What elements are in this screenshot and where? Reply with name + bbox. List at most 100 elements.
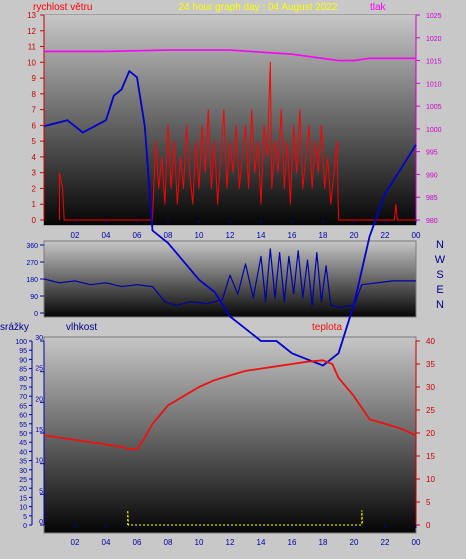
humidity-x-tick-label: 14 xyxy=(257,538,266,547)
direction-y-tick-label: 0 xyxy=(34,311,38,318)
wind-y-tick-label: 9 xyxy=(32,74,37,83)
humidity-axis-label: vlhkost xyxy=(66,322,97,333)
wind-x-tick-label: 18 xyxy=(319,231,328,240)
wind-x-tick-label: 16 xyxy=(288,231,297,240)
wind-x-tick-label: 08 xyxy=(164,231,173,240)
rain-y-tick-label: 15 xyxy=(19,495,27,502)
humidity-x-tick-label: 04 xyxy=(102,538,111,547)
direction-y-tick-label: 90 xyxy=(30,294,38,301)
temperature-y-tick-label: 25 xyxy=(426,406,435,415)
pressure-y-tick-label: 1015 xyxy=(426,59,442,66)
rain-y-tick-label: 20 xyxy=(19,486,27,493)
humidity-x-tick-label: 12 xyxy=(226,538,235,547)
humidity-x-tick-label: 08 xyxy=(164,538,173,547)
rain-y-tick-label: 5 xyxy=(23,514,27,521)
rain-y-tick-label: 70 xyxy=(19,394,27,401)
rain-y-tick-label: 30 xyxy=(19,468,27,475)
wind-x-tick-label: 12 xyxy=(226,231,235,240)
wind-x-tick-label: 04 xyxy=(102,231,111,240)
rain-y-tick-label: 0 xyxy=(23,523,27,530)
rain-y-tick-label: 95 xyxy=(19,348,27,355)
humidity-x-tick-label: 22 xyxy=(381,538,390,547)
temperature-series xyxy=(43,359,417,450)
humidity-x-tick-label: 10 xyxy=(195,538,204,547)
chart-title: 24 hour graph day : 04 August 2022 xyxy=(178,2,337,13)
compass-label: W xyxy=(435,254,446,266)
wind-x-tick-label: 10 xyxy=(195,231,204,240)
wind-y-tick-label: 7 xyxy=(32,106,37,115)
rain-y-tick-label: 10 xyxy=(19,505,27,512)
wind-y-tick-label: 0 xyxy=(32,216,37,225)
rain-y-tick-label: 55 xyxy=(19,422,27,429)
wind-y-tick-label: 3 xyxy=(32,169,37,178)
wind-axis-label: rychlost větru xyxy=(33,2,92,13)
wind-y-tick-label: 10 xyxy=(27,58,36,67)
rain-y-tick-label: 60 xyxy=(19,413,27,420)
temperature-axis-label: teplota xyxy=(312,322,342,333)
pressure-y-tick-label: 1025 xyxy=(426,13,442,20)
temperature-y-tick-label: 10 xyxy=(426,475,435,484)
compass-label: N xyxy=(436,299,444,311)
rain-y-tick-label: 25 xyxy=(19,477,27,484)
pressure-series xyxy=(44,49,416,62)
humidity-x-tick-label: 16 xyxy=(288,538,297,547)
wind-x-tick-label: 22 xyxy=(381,231,390,240)
direction-y-tick-label: 270 xyxy=(26,260,38,267)
wind-y-tick-label: 8 xyxy=(32,90,37,99)
wind-x-tick-label: 00 xyxy=(412,231,421,240)
humidity-y-tick-label: 25 xyxy=(35,366,43,373)
humidity-y-tick-label: 0 xyxy=(39,519,43,526)
temperature-y-tick-label: 30 xyxy=(426,383,435,392)
wind-y-tick-label: 4 xyxy=(32,153,37,162)
wind-x-tick-label: 02 xyxy=(71,231,80,240)
rain-y-tick-label: 75 xyxy=(19,385,27,392)
direction-y-tick-label: 180 xyxy=(26,277,38,284)
pressure-axis-label: tlak xyxy=(370,2,387,13)
humidity-y-tick-label: 30 xyxy=(35,335,43,342)
wind-direction-series xyxy=(43,248,416,308)
wind-y-tick-label: 6 xyxy=(32,121,37,130)
temperature-y-tick-label: 0 xyxy=(426,521,431,530)
humidity-y-tick-label: 20 xyxy=(35,396,43,403)
rain-y-tick-label: 50 xyxy=(19,431,27,438)
wind-y-tick-label: 5 xyxy=(32,137,37,146)
pressure-y-tick-label: 980 xyxy=(426,218,438,225)
pressure-y-tick-label: 995 xyxy=(426,150,438,157)
temperature-y-tick-label: 5 xyxy=(426,498,431,507)
humidity-series xyxy=(43,70,417,367)
rain-axis-label: srážky xyxy=(0,322,29,333)
pressure-y-tick-label: 990 xyxy=(426,172,438,179)
wind-x-tick-label: 14 xyxy=(257,231,266,240)
direction-y-tick-label: 360 xyxy=(26,243,38,250)
temperature-y-tick-label: 15 xyxy=(426,452,435,461)
rain-y-tick-label: 40 xyxy=(19,449,27,456)
temperature-y-tick-label: 35 xyxy=(426,360,435,369)
temperature-y-tick-label: 20 xyxy=(426,429,435,438)
humidity-plot-area xyxy=(43,336,417,534)
humidity-x-tick-label: 02 xyxy=(71,538,80,547)
humidity-y-tick-label: 10 xyxy=(35,458,43,465)
compass-label: N xyxy=(436,239,444,251)
wind-speed-series xyxy=(59,61,416,221)
humidity-x-tick-label: 20 xyxy=(350,538,359,547)
chart-layer: 0123456789101112139809859909951000100510… xyxy=(15,11,445,547)
humidity-x-tick-label: 18 xyxy=(319,538,328,547)
humidity-y-tick-label: 5 xyxy=(39,488,43,495)
rain-y-tick-label: 85 xyxy=(19,367,27,374)
wind-y-tick-label: 12 xyxy=(27,27,36,36)
wind-y-tick-label: 13 xyxy=(27,11,36,20)
pressure-y-tick-label: 1020 xyxy=(426,36,442,43)
wind-y-tick-label: 1 xyxy=(32,200,37,209)
humidity-y-tick-label: 15 xyxy=(35,427,43,434)
temperature-y-tick-label: 40 xyxy=(426,337,435,346)
wind-y-tick-label: 2 xyxy=(32,184,37,193)
wind-y-tick-label: 11 xyxy=(28,43,37,52)
pressure-y-tick-label: 1005 xyxy=(426,104,442,111)
humidity-x-tick-label: 00 xyxy=(412,538,421,547)
rain-y-tick-label: 65 xyxy=(19,403,27,410)
humidity-x-tick-label: 06 xyxy=(133,538,142,547)
rain-y-tick-label: 100 xyxy=(15,339,27,346)
rain-series xyxy=(127,510,364,526)
